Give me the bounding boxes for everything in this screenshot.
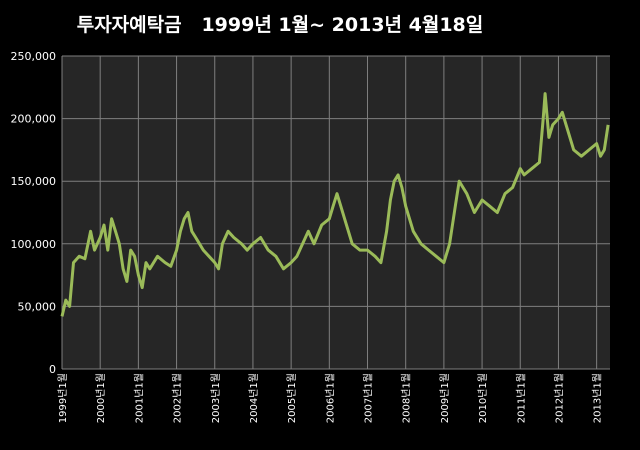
x-tick-label: 2003년1월 (210, 373, 222, 423)
y-tick-label: 0 (49, 363, 56, 376)
series-line (60, 92, 610, 317)
x-tick-label: 2011년1월 (515, 373, 527, 423)
x-tick-label: 1999년1월 (57, 373, 69, 423)
y-tick-label: 250,000 (11, 50, 57, 63)
x-axis: 1999년1월 2000년1월 2001년1월 2002년1월 2003년1월 2004년… (57, 373, 604, 423)
x-tick-label: 2008년1월 (401, 373, 413, 423)
x-tick-label: 2012년1월 (553, 373, 565, 423)
x-tick-label: 2004년1월 (248, 373, 260, 423)
x-tick-label: 2001년1월 (133, 373, 145, 423)
y-tick-label: 50,000 (18, 300, 57, 313)
grid (61, 55, 610, 370)
chart-title: 투자자예탁금 1999년 1월~ 2013년 4월18일 (76, 14, 484, 36)
x-tick-label: 2007년1월 (363, 373, 375, 423)
x-tick-label: 2000년1월 (95, 373, 107, 423)
x-tick-label: 2002년1월 (172, 373, 184, 423)
y-tick-label: 200,000 (11, 113, 57, 126)
x-tick-label: 2006년1월 (324, 373, 336, 423)
x-tick-label: 2013년1월 (592, 373, 604, 423)
x-tick-label: 2005년1월 (286, 373, 298, 423)
x-tick-label: 2009년1월 (439, 373, 451, 423)
y-tick-label: 150,000 (11, 175, 57, 188)
plot-area (62, 56, 610, 369)
y-axis: 0 50,000 100,000 150,000 200,000 250,000 (11, 50, 57, 376)
x-tick-label: 2010년1월 (477, 373, 489, 423)
y-tick-label: 100,000 (11, 238, 57, 251)
